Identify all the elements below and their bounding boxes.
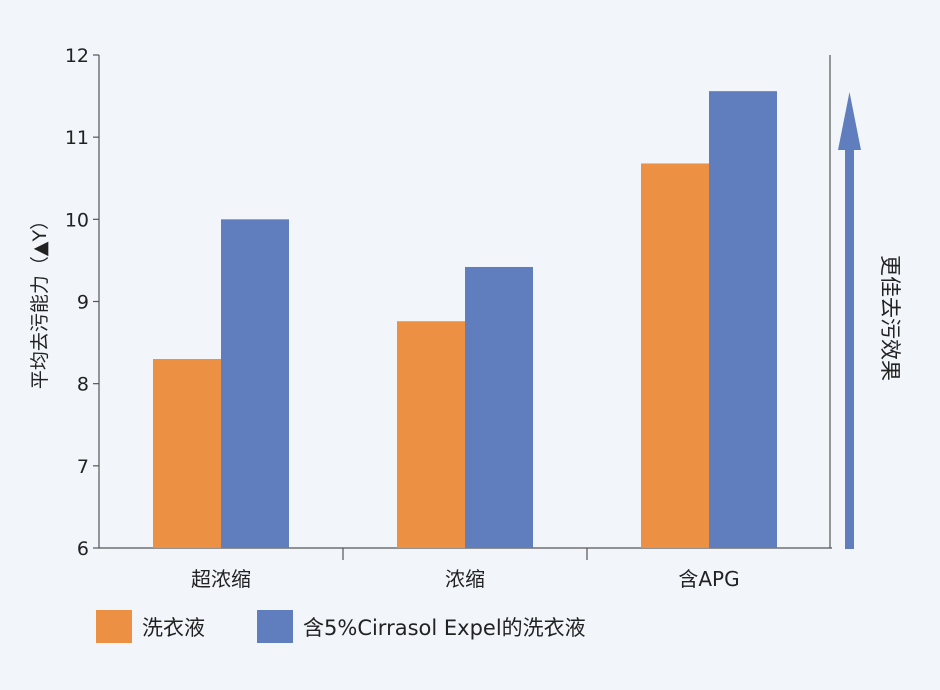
x-category-label: 浓缩 [445, 567, 485, 591]
better-arrow-shaft [845, 148, 854, 549]
better-arrow: 更佳去污效果 [838, 92, 902, 549]
bar-laundry-detergent-2 [641, 163, 709, 548]
better-arrow-head [838, 92, 861, 150]
x-category-label: 含APG [678, 567, 739, 591]
legend-swatch-0 [96, 610, 132, 643]
bar-with-cirrasol-1 [465, 266, 533, 548]
y-tick-label: 8 [77, 374, 89, 396]
legend-label-1: 含5%Cirrasol Expel的洗衣液 [303, 616, 586, 640]
bar-laundry-detergent-1 [397, 321, 465, 548]
y-ticks: 6 7 8 9 10 11 12 [65, 45, 99, 560]
better-arrow-label: 更佳去污效果 [878, 255, 902, 381]
y-tick-label: 11 [65, 127, 89, 149]
x-category-label: 超浓缩 [191, 567, 251, 591]
legend-label-0: 洗衣液 [142, 616, 205, 640]
y-tick-label: 9 [77, 292, 89, 314]
bar-with-cirrasol-2 [709, 91, 777, 549]
y-tick-label: 12 [65, 45, 89, 67]
bar-with-cirrasol-0 [221, 219, 289, 549]
x-categories: 超浓缩 浓缩 含APG [191, 548, 740, 591]
y-tick-label: 6 [77, 538, 89, 560]
legend: 洗衣液 含5%Cirrasol Expel的洗衣液 [96, 610, 586, 643]
legend-swatch-1 [257, 610, 293, 643]
y-axis-label: 平均去污能力（▲Y） [29, 211, 51, 389]
bars [153, 91, 777, 549]
bar-laundry-detergent-0 [153, 359, 221, 548]
y-tick-label: 7 [77, 456, 89, 478]
y-tick-label: 10 [65, 209, 89, 231]
